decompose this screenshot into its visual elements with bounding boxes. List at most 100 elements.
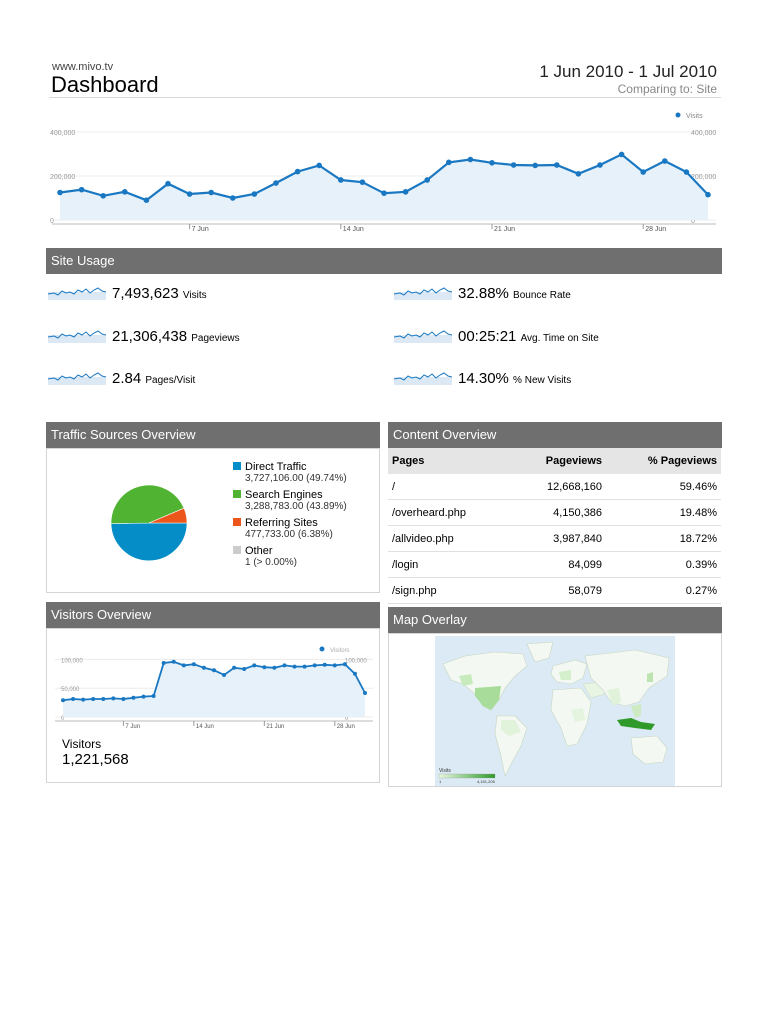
visits-point	[446, 159, 452, 166]
metric-visits[interactable]: 7,493,623 Visits	[47, 284, 207, 302]
col-percent-pageviews[interactable]: % Pageviews	[606, 448, 721, 474]
metric-pageviews[interactable]: 21,306,438 Pageviews	[47, 327, 240, 345]
legend-item-other[interactable]: Other 1 (> 0.00%)	[233, 545, 347, 568]
legend-name: Search Engines	[245, 489, 323, 501]
percent-cell: 18.72%	[606, 525, 721, 552]
visitors-point	[131, 695, 136, 700]
visits-point	[143, 197, 150, 203]
table-row[interactable]: /sign.php 58,079 0.27%	[388, 577, 721, 604]
traffic-sources-header: Traffic Sources Overview	[46, 422, 380, 448]
visitors-point	[252, 663, 257, 668]
visits-point	[165, 180, 171, 187]
visits-point	[575, 171, 582, 177]
visits-x-tick-label: 28 Jun	[645, 226, 666, 233]
map-east-africa	[571, 708, 585, 722]
visitors-point	[302, 664, 307, 669]
visitors-area	[63, 661, 365, 717]
map-overlay-panel: Visits 1 4,151,205	[388, 633, 722, 787]
header-divider	[49, 97, 721, 98]
page-path[interactable]: /allvideo.php	[388, 525, 511, 552]
legend-name: Direct Traffic	[245, 461, 307, 473]
map-overlay-header: Map Overlay	[388, 607, 722, 633]
legend-swatch	[233, 518, 241, 526]
visits-point	[359, 179, 366, 185]
date-range[interactable]: 1 Jun 2010 - 1 Jul 2010	[539, 62, 717, 81]
visits-point	[705, 191, 711, 198]
visits-y-tick-right: 400,000	[691, 130, 716, 137]
map-brazil-north	[501, 720, 521, 736]
page-path[interactable]: /	[388, 474, 511, 500]
pageviews-cell: 12,668,160	[510, 474, 607, 500]
table-row[interactable]: /overheard.php 4,150,386 19.48%	[388, 499, 721, 526]
visitors-point	[181, 663, 186, 668]
visitors-x-tick-label: 21 Jun	[266, 724, 284, 730]
page-path[interactable]: /login	[388, 551, 511, 578]
visitors-point	[272, 665, 277, 670]
metric-bounce-rate[interactable]: 32.88% Bounce Rate	[393, 284, 571, 302]
percent-cell: 59.46%	[606, 474, 721, 500]
visitors-y-tick-left: 100,000	[61, 658, 83, 664]
visitors-point	[171, 659, 176, 664]
sparkline-icon	[47, 287, 107, 300]
visitors-summary-value: 1,221,568	[62, 751, 129, 768]
visitors-point	[61, 698, 65, 703]
metric-pages-visit[interactable]: 2.84 Pages/Visit	[47, 369, 196, 387]
legend-item-referring-sites[interactable]: Referring Sites 477,733.00 (6.38%)	[233, 517, 347, 540]
visitors-point	[363, 691, 367, 695]
metric-value: 00:25:21	[458, 328, 517, 345]
legend-item-search-engines[interactable]: Search Engines 3,288,783.00 (43.89%)	[233, 489, 347, 512]
visits-y-tick-left: 400,000	[50, 130, 75, 137]
visitors-summary-label: Visitors	[62, 737, 102, 751]
map-north-america	[442, 651, 528, 711]
legend-name: Referring Sites	[245, 517, 318, 529]
visitors-point	[212, 668, 216, 673]
content-overview-header: Content Overview	[388, 422, 722, 448]
visitors-point	[121, 697, 126, 701]
pie-slice-referring-sites	[148, 507, 188, 524]
content-overview-panel: Pages Pageviews % Pageviews /12,668,160 5…	[388, 448, 722, 604]
visitors-point	[141, 694, 146, 699]
map-scale-label: Visits	[439, 768, 451, 774]
visits-point	[208, 189, 214, 196]
visitors-point	[161, 661, 166, 665]
visits-point	[251, 191, 258, 197]
metric-label: Pageviews	[191, 333, 240, 344]
visits-legend-label: Visits	[686, 113, 703, 120]
page-path[interactable]: /overheard.php	[388, 499, 511, 526]
visitors-x-tick-label: 7 Jun	[125, 724, 140, 730]
visits-point	[338, 177, 344, 183]
sparkline-icon	[393, 330, 453, 343]
metric-label: Pages/Visit	[145, 375, 196, 386]
table-row[interactable]: /login 84,099 0.39%	[388, 551, 721, 578]
visits-y-tick-right: 200,000	[691, 174, 716, 181]
map-japan	[647, 672, 653, 682]
sparkline-icon	[393, 287, 453, 300]
percent-cell: 0.27%	[606, 577, 721, 604]
visitors-point	[332, 663, 337, 668]
metric--new-visits[interactable]: 14.30% % New Visits	[393, 369, 571, 387]
metric-value: 14.30%	[458, 370, 509, 387]
table-row[interactable]: /allvideo.php 3,987,840 18.72%	[388, 525, 721, 552]
visitors-overview-header: Visitors Overview	[46, 602, 380, 628]
legend-name: Other	[245, 545, 273, 557]
map-scale-max: 4,151,205	[477, 779, 496, 784]
col-pageviews[interactable]: Pageviews	[510, 448, 607, 474]
legend-detail: 3,288,783.00 (43.89%)	[245, 501, 347, 512]
map-greenland	[526, 641, 554, 663]
visits-point	[510, 162, 517, 168]
visits-y-tick-left: 0	[50, 218, 54, 225]
metric-avg-time-on-site[interactable]: 00:25:21 Avg. Time on Site	[393, 327, 599, 345]
metric-value: 2.84	[112, 370, 142, 387]
legend-item-direct-traffic[interactable]: Direct Traffic 3,727,106.00 (49.74%)	[233, 461, 347, 484]
visits-point	[532, 162, 538, 169]
visitors-point	[111, 696, 116, 701]
world-map[interactable]: Visits 1 4,151,205	[435, 636, 675, 786]
col-pages[interactable]: Pages	[388, 448, 511, 474]
table-row[interactable]: /12,668,160 59.46%	[388, 474, 721, 500]
visits-point	[554, 162, 560, 168]
visits-point	[424, 177, 431, 183]
page-path[interactable]: /sign.php	[388, 577, 511, 604]
map-indonesia	[617, 718, 655, 730]
